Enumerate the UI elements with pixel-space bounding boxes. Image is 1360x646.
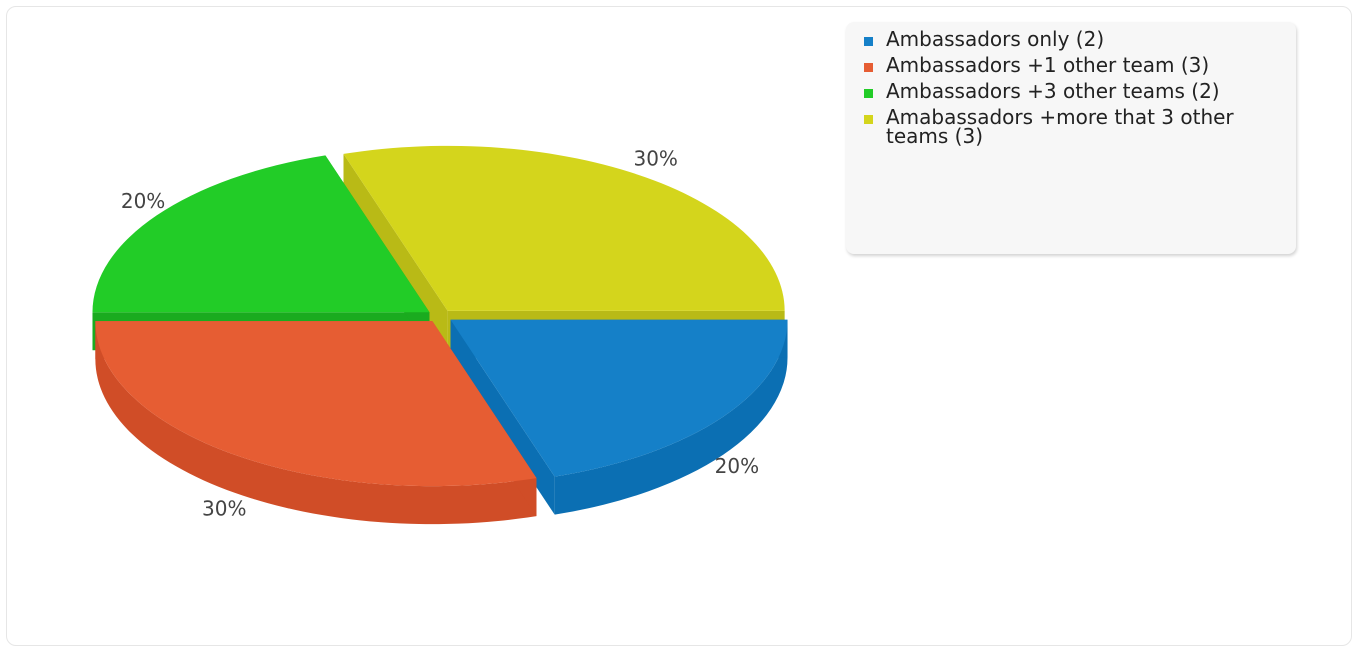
legend-item-ambassadors-plus-3[interactable]: Ambassadors +3 other teams (2)	[860, 79, 1286, 103]
legend-label: Ambassadors +3 other teams (2)	[886, 79, 1220, 103]
legend-label: Ambassadors only (2)	[886, 27, 1105, 51]
legend-item-ambassadors-plus-more[interactable]: Amabassadors +more that 3 other teams (3…	[860, 105, 1286, 148]
legend-label: Ambassadors +1 other team (3)	[886, 53, 1210, 77]
pie-slice-wall-0-1	[450, 319, 555, 515]
pie-slice-wall-3-0	[343, 153, 448, 349]
legend-item-ambassadors-only[interactable]: Ambassadors only (2)	[860, 27, 1286, 51]
pie-chart: 20% 30% 20% 30%	[92, 145, 788, 525]
pie-percent-label-0: 20%	[715, 454, 759, 478]
pie-slice-side-0	[554, 319, 788, 515]
legend-label: Amabassadors +more that 3 other teams (3…	[886, 105, 1234, 148]
pie-slice-3	[343, 145, 785, 311]
pie-slice-0	[450, 319, 788, 477]
pie-percent-label-1: 30%	[202, 497, 246, 521]
pie-slice-2	[92, 155, 430, 313]
pie-slice-1	[95, 321, 537, 487]
legend-item-ambassadors-plus-1[interactable]: Ambassadors +1 other team (3)	[860, 53, 1286, 77]
legend-swatch	[864, 63, 873, 72]
pie-top-layer	[92, 145, 788, 487]
legend-swatch	[864, 89, 873, 98]
legend-swatch	[864, 115, 873, 124]
legend-swatch	[864, 37, 873, 46]
pie-percent-label-3: 30%	[633, 146, 677, 170]
pie-percent-label-2: 20%	[121, 189, 165, 213]
pie-slice-side-1	[95, 321, 537, 525]
chart-legend: Ambassadors only (2) Ambassadors +1 othe…	[846, 22, 1296, 254]
